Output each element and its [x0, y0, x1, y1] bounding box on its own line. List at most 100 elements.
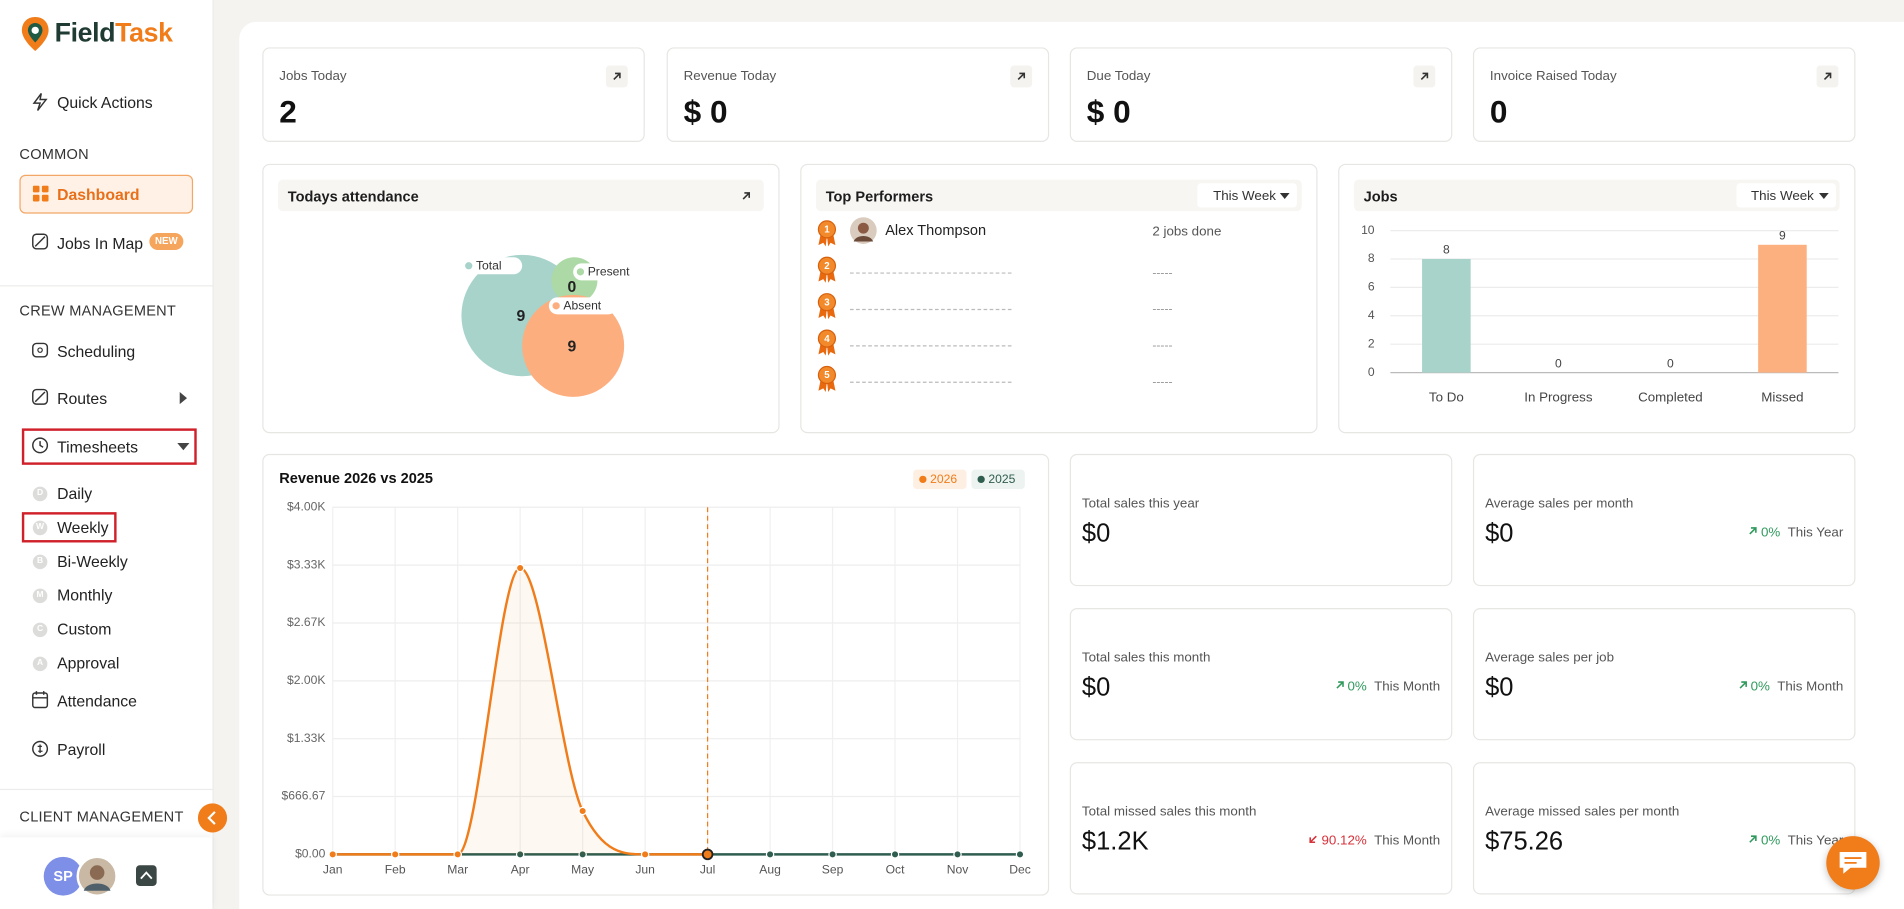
placeholder: ----- [1152, 374, 1172, 388]
x-tick-label: Missed [1761, 390, 1803, 405]
stat-label: Due Today [1086, 69, 1151, 84]
x-tick-label: To Do [1429, 390, 1464, 405]
placeholder: ----- [1152, 302, 1172, 316]
point [453, 850, 462, 859]
bar [1758, 244, 1807, 373]
submenu-item[interactable]: Approval [57, 654, 120, 673]
icon-attendance [32, 691, 49, 709]
y-tick-label: $2.00K [287, 673, 325, 687]
expand-button[interactable] [136, 865, 157, 886]
card-title: Todays attendance [287, 188, 419, 206]
divider [0, 285, 213, 287]
y-tick-label: 6 [1368, 280, 1375, 294]
caret-down [1279, 192, 1290, 200]
sales-card [1069, 608, 1453, 741]
nav-timesheets[interactable]: Timesheets [57, 438, 139, 457]
user-photo[interactable] [76, 855, 118, 897]
icon-clock [32, 437, 49, 454]
sales-label: Total sales this month [1081, 650, 1211, 666]
filter-label[interactable]: This Week [1751, 189, 1814, 204]
sales-change: 90.12% This Month [1308, 833, 1440, 849]
nav-payroll[interactable]: Payroll [57, 740, 106, 759]
caret-down [1819, 192, 1829, 200]
point [640, 850, 650, 859]
card-title: Top Performers [825, 188, 934, 206]
medal [817, 365, 837, 385]
nav-scheduling[interactable]: Scheduling [57, 342, 136, 361]
nav-attendance[interactable]: Attendance [57, 691, 137, 710]
filter-dropdown[interactable] [1736, 183, 1837, 208]
sales-card [1472, 608, 1856, 741]
change-value: 90.12% [1321, 833, 1367, 849]
user-avatar[interactable]: SP [43, 856, 83, 896]
trend-icon [1737, 680, 1748, 695]
nav-dashboard[interactable]: Dashboard [57, 185, 140, 204]
point [1015, 850, 1025, 859]
icon-grid [32, 185, 49, 202]
stat-card [1472, 47, 1856, 142]
submenu-letter: A [32, 656, 48, 672]
filter-dropdown[interactable] [1197, 183, 1297, 208]
placeholder: ----- [1152, 265, 1172, 279]
point [515, 850, 525, 859]
chat-icon [1839, 851, 1867, 874]
submenu-letter: W [32, 520, 48, 536]
x-tick-label: Jan [323, 862, 343, 876]
x-tick-label: Completed [1638, 390, 1703, 405]
caret-down [177, 442, 190, 451]
nav-jobs-in-map[interactable]: Jobs In Map [57, 234, 144, 253]
performer-name: Alex Thompson [885, 223, 986, 239]
submenu-item[interactable]: Bi-Weekly [57, 552, 128, 571]
sales-change: 0% This Year [1748, 525, 1844, 541]
value-label: 8 [1443, 243, 1450, 257]
collapse-button[interactable] [197, 803, 228, 833]
x-tick-label: Mar [447, 862, 468, 876]
icon-payroll [32, 740, 49, 757]
y-tick-label: 0 [1368, 365, 1375, 379]
y-tick-label: $4.00K [287, 499, 325, 513]
sales-value: $1.2K [1081, 827, 1149, 856]
sales-change: 0% This Month [1334, 679, 1440, 695]
sales-label: Total missed sales this month [1081, 804, 1257, 820]
nav-dashboard-active[interactable] [19, 174, 194, 214]
sales-change: 0% This Year [1748, 834, 1843, 848]
y-tick-label: 4 [1368, 308, 1375, 322]
sales-value: $0 [1081, 673, 1111, 702]
new-badge: NEW [149, 233, 184, 251]
filter-label[interactable]: This Week [1213, 189, 1276, 204]
submenu-item[interactable]: Weekly [57, 518, 109, 537]
brand-second: Task [115, 16, 173, 48]
nav-quick-actions[interactable]: Quick Actions [57, 93, 153, 112]
point [953, 850, 962, 859]
stat-label: Invoice Raised Today [1489, 69, 1617, 84]
sales-card [1069, 762, 1453, 895]
change-period: This Year [1787, 525, 1844, 541]
submenu-item[interactable]: Custom [57, 620, 112, 639]
stat-value: 0 [1489, 93, 1508, 130]
change-value: 0% [1347, 679, 1367, 695]
sales-value: $0 [1081, 519, 1111, 548]
sales-value: $0 [1485, 519, 1514, 548]
change-period: This Month [1777, 679, 1844, 695]
medal-rank: 1 [824, 225, 830, 236]
arrow-icon [742, 192, 751, 200]
sales-value: $75.26 [1485, 827, 1564, 856]
venn-value: 9 [568, 338, 577, 355]
stat-card [262, 47, 645, 142]
legend-label: 2026 [930, 472, 957, 486]
highlight-box [21, 428, 197, 465]
submenu-item[interactable]: Monthly [57, 586, 113, 605]
sales-label: Average missed sales per month [1485, 804, 1680, 820]
x-tick-label: In Progress [1524, 390, 1593, 405]
performer-face [857, 222, 869, 234]
point [701, 848, 714, 861]
nav-routes[interactable]: Routes [57, 389, 108, 408]
chevron-left [207, 811, 216, 825]
submenu-item[interactable]: Daily [57, 484, 93, 503]
x-tick-label: Jun [635, 862, 655, 876]
sales-change: 0% This Month [1737, 679, 1844, 695]
medal-rank: 2 [824, 261, 830, 272]
stat-value: $ 0 [683, 93, 728, 130]
point [765, 850, 775, 859]
